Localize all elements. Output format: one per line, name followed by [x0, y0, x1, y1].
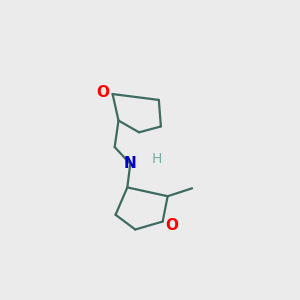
Text: N: N [124, 156, 136, 171]
Text: H: H [152, 152, 162, 166]
Text: O: O [165, 218, 178, 232]
Text: O: O [96, 85, 109, 100]
